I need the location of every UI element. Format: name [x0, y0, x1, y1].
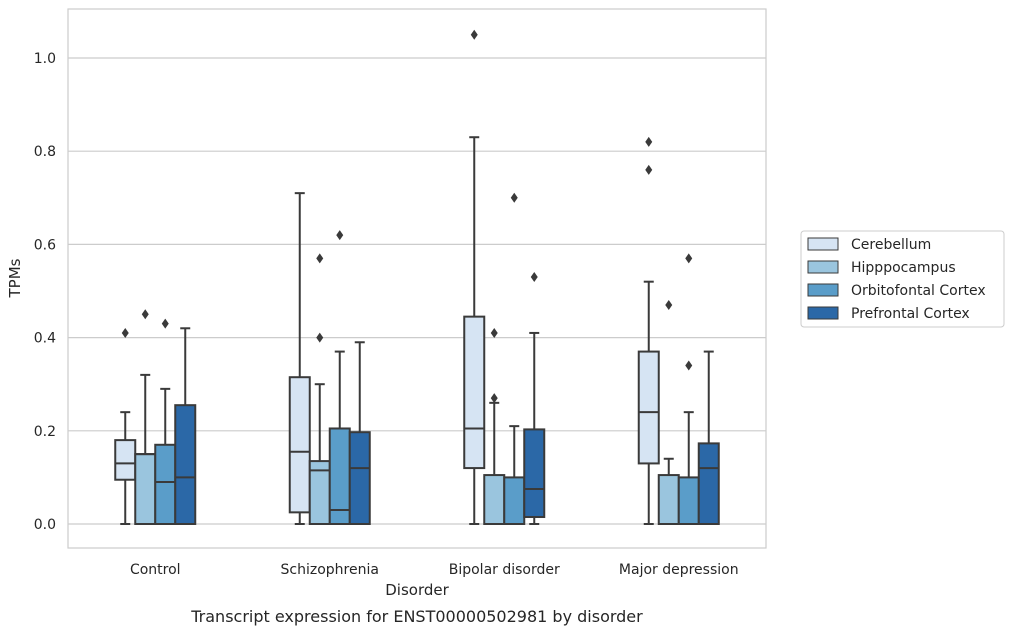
outlier-point — [141, 309, 149, 320]
x-tick-label: Control — [130, 562, 181, 578]
outlier-point — [161, 318, 169, 329]
legend-swatch — [807, 306, 839, 320]
box — [637, 350, 660, 465]
legend-label: Prefrontal Cortex — [851, 306, 970, 322]
outlier-point — [530, 272, 538, 283]
legend-swatch — [807, 283, 839, 297]
legend-items: Cerebellum Hipppocampus Orbitofontal Corte… — [807, 237, 986, 322]
x-tick-label: Schizophrenia — [281, 562, 379, 578]
legend-label: Cerebellum — [851, 237, 931, 253]
outlier-point — [470, 29, 478, 40]
box — [134, 453, 157, 526]
outlier-point — [490, 393, 498, 404]
box — [114, 439, 137, 481]
y-tick-label: 0.4 — [34, 331, 56, 347]
x-axis-label: Disorder — [385, 581, 449, 599]
box — [463, 315, 486, 470]
outlier-point — [316, 253, 324, 264]
series-group — [134, 253, 680, 526]
outlier-point — [665, 299, 673, 310]
series-group — [154, 192, 700, 525]
outlier-point — [645, 136, 653, 147]
series-group — [114, 29, 660, 525]
y-tick-label: 0.2 — [34, 424, 56, 440]
box — [697, 442, 720, 525]
box — [677, 476, 700, 525]
box — [174, 404, 197, 526]
box — [523, 428, 546, 519]
outlier-point — [510, 192, 518, 203]
legend-swatch — [807, 260, 839, 274]
legend-frame — [800, 230, 1005, 328]
box — [348, 431, 371, 525]
legend-swatch — [807, 237, 839, 251]
box — [483, 474, 506, 526]
outlier-point — [316, 332, 324, 343]
y-tick-label: 1.0 — [34, 51, 56, 67]
plot-area-frame — [67, 8, 767, 549]
y-tick-label: 0.6 — [34, 237, 56, 253]
x-tick-label: Major depression — [619, 562, 739, 578]
outlier-point — [121, 327, 129, 338]
box — [503, 476, 526, 525]
outlier-point — [490, 327, 498, 338]
outlier-point — [645, 164, 653, 175]
x-tick-label: Bipolar disorder — [449, 562, 560, 578]
outlier-point — [685, 253, 693, 264]
x-axis-ticks: Control Schizophrenia Bipolar disorder Majo… — [130, 562, 739, 578]
legend-label: Hipppocampus — [851, 260, 956, 276]
y-tick-label: 0.8 — [34, 144, 56, 160]
y-axis-label: TPMs — [6, 258, 24, 298]
figure-caption: Transcript expression for ENST0000050298… — [190, 607, 643, 626]
box — [154, 443, 177, 525]
series-group — [174, 272, 720, 526]
box-plot-series — [114, 29, 720, 526]
y-tick-label: 0.0 — [34, 517, 56, 533]
legend: Cerebellum Hipppocampus Orbitofontal Corte… — [800, 230, 1005, 328]
box — [288, 376, 311, 514]
outlier-point — [336, 230, 344, 241]
outlier-point — [685, 360, 693, 371]
y-axis-ticks: 0.0 0.2 0.4 0.6 0.8 1.0 — [34, 51, 56, 533]
legend-label: Orbitofontal Cortex — [851, 283, 986, 299]
box — [657, 474, 680, 526]
